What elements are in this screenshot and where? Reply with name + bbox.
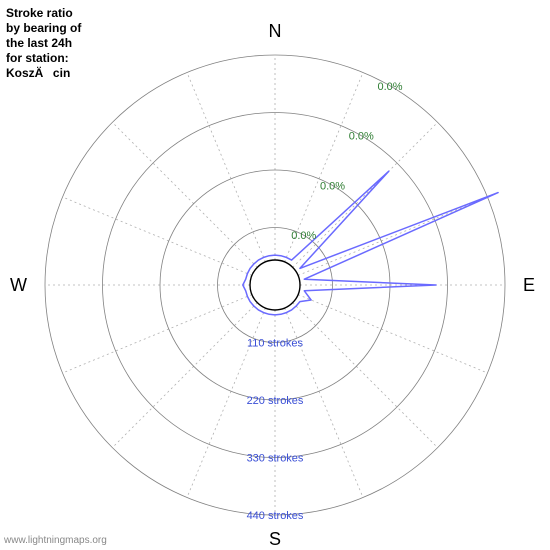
ring-label-strokes: 440 strokes xyxy=(247,510,304,522)
cardinal-label: S xyxy=(269,529,281,549)
ring-label-strokes: 220 strokes xyxy=(247,395,304,407)
cardinal-label: W xyxy=(10,275,27,295)
ring-label-percent: 0.0% xyxy=(377,81,402,93)
cardinal-label: E xyxy=(523,275,535,295)
ring-label-strokes: 110 strokes xyxy=(247,338,304,350)
center-core xyxy=(250,260,300,310)
ring-label-strokes: 330 strokes xyxy=(247,453,304,465)
footer-credit: www.lightningmaps.org xyxy=(4,535,107,546)
ring-label-percent: 0.0% xyxy=(320,180,345,192)
cardinal-label: N xyxy=(269,21,282,41)
chart-container: Stroke ratio by bearing of the last 24h … xyxy=(0,0,550,550)
ring-label-percent: 0.0% xyxy=(291,230,316,242)
polar-chart: 0.0% 0.0% 0.0% 0.0% 110 strokes 220 strokes 33… xyxy=(0,0,550,550)
ring-label-percent: 0.0% xyxy=(349,131,374,143)
